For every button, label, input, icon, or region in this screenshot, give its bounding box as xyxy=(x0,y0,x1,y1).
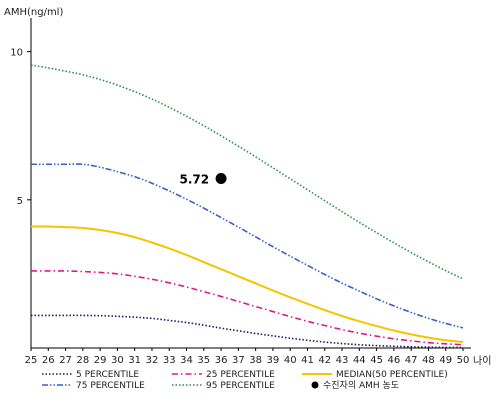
series-layer xyxy=(30,64,464,349)
legend-marker-label: 수진자의 AMH 농도 xyxy=(323,380,399,391)
x-tick-label: 31 xyxy=(128,355,141,366)
x-tick-label: 42 xyxy=(318,355,331,366)
legend-label-3: MEDIAN(50 PERCENTILE) xyxy=(336,370,448,380)
x-tick-label: 34 xyxy=(180,355,193,366)
x-tick-label: 35 xyxy=(197,355,210,366)
x-tick-label: 48 xyxy=(422,355,435,366)
x-tick-label: 37 xyxy=(232,355,245,366)
x-tick-label: 39 xyxy=(267,355,280,366)
x-tick-label: 50 xyxy=(457,355,470,366)
x-tick-label: 47 xyxy=(405,355,418,366)
series-line-1 xyxy=(30,314,464,349)
marker-layer: 5.72 xyxy=(179,172,227,186)
patient-amh-point xyxy=(215,172,227,184)
x-tick-label: 45 xyxy=(370,355,383,366)
x-tick-label: 25 xyxy=(25,355,38,366)
y-tick-label: 10 xyxy=(10,48,23,59)
x-tick-label: 36 xyxy=(215,355,228,366)
x-axis-label: 나이 xyxy=(473,355,491,367)
x-tick-label: 43 xyxy=(336,355,349,366)
legend-label-4: 75 PERCENTILE xyxy=(76,381,145,391)
series-line-5 xyxy=(30,64,464,280)
legend-marker-swatch xyxy=(311,381,319,389)
x-tick-label: 33 xyxy=(163,355,176,366)
x-tick-label: 44 xyxy=(353,355,366,366)
legend: 5 PERCENTILE 25 PERCENTILE MEDIAN(50 PERCE… xyxy=(42,370,448,391)
x-tick-label: 46 xyxy=(388,355,401,366)
x-tick-label: 30 xyxy=(111,355,124,366)
y-axis-label: AMH(ng/ml) xyxy=(4,7,63,18)
x-tick-label: 27 xyxy=(59,355,72,366)
y-tick-label: 5 xyxy=(17,196,23,207)
x-tick-label: 38 xyxy=(249,355,262,366)
x-tick-label: 49 xyxy=(439,355,452,366)
series-line-4 xyxy=(31,163,464,329)
x-tick-label: 29 xyxy=(94,355,107,366)
series-line-2 xyxy=(30,270,464,346)
series-line-3 xyxy=(30,225,464,344)
x-tick-label: 26 xyxy=(42,355,55,366)
x-tick-label: 41 xyxy=(301,355,314,366)
legend-label-2: 25 PERCENTILE xyxy=(206,370,275,380)
x-tick-label: 40 xyxy=(284,355,297,366)
legend-label-5: 95 PERCENTILE xyxy=(206,381,275,391)
x-tick-label: 32 xyxy=(146,355,159,366)
legend-label-1: 5 PERCENTILE xyxy=(76,370,139,380)
x-tick-label: 28 xyxy=(76,355,89,366)
patient-amh-value-label: 5.72 xyxy=(179,172,209,186)
axes: AMH(ng/ml) 나이 5 10 25 26 27 28 29 30 31 32 33 34 35 36 3… xyxy=(4,7,491,367)
